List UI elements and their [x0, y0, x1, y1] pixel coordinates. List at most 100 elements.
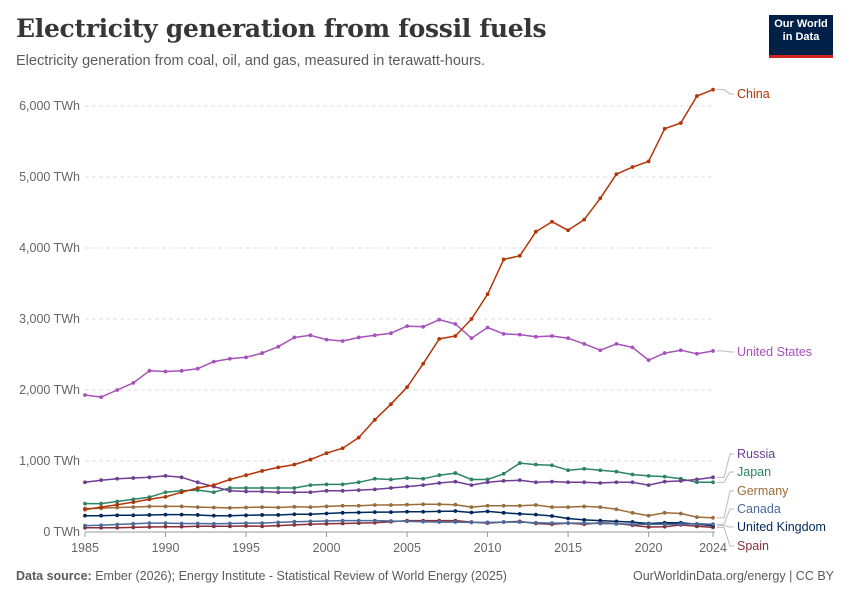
data-point-united-states[interactable]	[485, 325, 490, 330]
data-point-united-kingdom[interactable]	[598, 518, 603, 523]
data-point-china[interactable]	[195, 486, 200, 490]
data-point-japan[interactable]	[83, 501, 87, 506]
data-point-united-kingdom[interactable]	[405, 509, 409, 514]
data-point-canada[interactable]	[228, 521, 232, 526]
data-point-russia[interactable]	[147, 475, 152, 480]
data-point-germany[interactable]	[163, 504, 168, 509]
data-point-japan[interactable]	[276, 486, 281, 490]
data-point-russia[interactable]	[533, 480, 538, 485]
data-point-russia[interactable]	[614, 480, 619, 485]
data-point-united-kingdom[interactable]	[469, 510, 474, 515]
data-point-united-states[interactable]	[517, 332, 522, 337]
data-point-spain[interactable]	[308, 522, 313, 527]
source-url[interactable]: OurWorldinData.org/energy | CC BY	[632, 569, 834, 583]
data-point-russia[interactable]	[517, 478, 522, 483]
data-point-united-states[interactable]	[99, 395, 104, 399]
data-point-russia[interactable]	[485, 480, 490, 485]
data-point-germany[interactable]	[550, 505, 554, 510]
data-point-canada[interactable]	[453, 520, 458, 524]
data-point-japan[interactable]	[308, 483, 313, 488]
data-point-japan[interactable]	[389, 477, 393, 482]
data-point-germany[interactable]	[260, 505, 265, 510]
data-point-spain[interactable]	[131, 525, 136, 530]
data-point-canada[interactable]	[694, 521, 699, 526]
data-point-russia[interactable]	[711, 475, 715, 480]
data-point-canada[interactable]	[485, 520, 490, 525]
data-point-germany[interactable]	[453, 502, 458, 507]
series-line-canada[interactable]	[84, 519, 714, 527]
data-point-united-states[interactable]	[566, 336, 570, 341]
data-point-china[interactable]	[83, 507, 87, 512]
data-point-canada[interactable]	[566, 521, 570, 526]
data-point-china[interactable]	[662, 126, 667, 131]
data-point-united-kingdom[interactable]	[244, 513, 248, 518]
data-point-japan[interactable]	[99, 501, 104, 506]
data-point-japan[interactable]	[163, 490, 168, 495]
data-point-china[interactable]	[260, 469, 265, 473]
data-point-germany[interactable]	[340, 503, 345, 508]
data-point-united-kingdom[interactable]	[485, 509, 490, 514]
data-point-united-states[interactable]	[324, 337, 329, 342]
data-point-canada[interactable]	[276, 520, 281, 525]
data-point-germany[interactable]	[276, 505, 281, 510]
data-point-united-states[interactable]	[389, 331, 393, 336]
data-point-japan[interactable]	[533, 462, 538, 467]
data-point-united-kingdom[interactable]	[437, 509, 442, 514]
data-point-spain[interactable]	[292, 523, 297, 527]
data-point-canada[interactable]	[614, 521, 619, 526]
data-point-russia[interactable]	[501, 478, 506, 483]
data-point-japan[interactable]	[244, 486, 248, 490]
data-point-canada[interactable]	[405, 519, 409, 524]
data-point-russia[interactable]	[421, 483, 426, 488]
data-point-china[interactable]	[533, 229, 538, 234]
data-point-china[interactable]	[678, 121, 683, 125]
data-point-china[interactable]	[324, 451, 329, 456]
data-point-russia[interactable]	[582, 480, 587, 485]
data-point-united-kingdom[interactable]	[340, 510, 345, 515]
data-point-canada[interactable]	[550, 521, 554, 526]
data-point-united-states[interactable]	[131, 381, 136, 385]
series-label-japan[interactable]: Japan	[737, 465, 771, 479]
data-point-russia[interactable]	[453, 479, 458, 484]
data-point-united-kingdom[interactable]	[582, 518, 587, 522]
data-point-japan[interactable]	[421, 476, 426, 481]
data-point-russia[interactable]	[598, 481, 603, 485]
series-line-japan[interactable]	[85, 462, 713, 505]
data-point-china[interactable]	[614, 172, 619, 177]
data-point-united-kingdom[interactable]	[566, 516, 570, 521]
data-point-china[interactable]	[292, 462, 297, 467]
data-point-united-kingdom[interactable]	[211, 513, 216, 518]
data-point-united-states[interactable]	[195, 366, 200, 371]
data-point-united-states[interactable]	[469, 336, 474, 341]
data-point-germany[interactable]	[598, 505, 603, 510]
data-point-united-states[interactable]	[711, 349, 715, 353]
data-point-japan[interactable]	[485, 477, 490, 482]
data-point-united-states[interactable]	[356, 335, 361, 340]
data-point-germany[interactable]	[662, 510, 667, 515]
data-point-russia[interactable]	[163, 474, 168, 478]
data-point-germany[interactable]	[228, 505, 232, 510]
data-point-germany[interactable]	[389, 503, 393, 507]
data-point-germany[interactable]	[517, 503, 522, 508]
data-point-japan[interactable]	[646, 474, 651, 478]
data-point-united-kingdom[interactable]	[421, 509, 426, 514]
data-point-united-states[interactable]	[308, 333, 313, 338]
data-point-russia[interactable]	[308, 490, 313, 495]
data-point-united-kingdom[interactable]	[453, 509, 458, 513]
data-point-spain[interactable]	[646, 525, 651, 529]
data-point-china[interactable]	[598, 196, 603, 201]
data-point-germany[interactable]	[678, 511, 683, 516]
data-point-canada[interactable]	[711, 522, 715, 527]
data-point-united-kingdom[interactable]	[83, 513, 87, 518]
data-point-japan[interactable]	[501, 471, 506, 476]
data-point-united-states[interactable]	[453, 322, 458, 326]
data-point-united-states[interactable]	[694, 351, 699, 356]
data-point-china[interactable]	[276, 465, 281, 470]
data-point-canada[interactable]	[308, 519, 313, 524]
data-point-canada[interactable]	[598, 521, 603, 526]
data-point-russia[interactable]	[340, 488, 345, 493]
data-point-china[interactable]	[694, 94, 699, 98]
data-point-china[interactable]	[131, 500, 136, 505]
data-point-china[interactable]	[517, 253, 522, 258]
data-point-germany[interactable]	[324, 504, 329, 509]
